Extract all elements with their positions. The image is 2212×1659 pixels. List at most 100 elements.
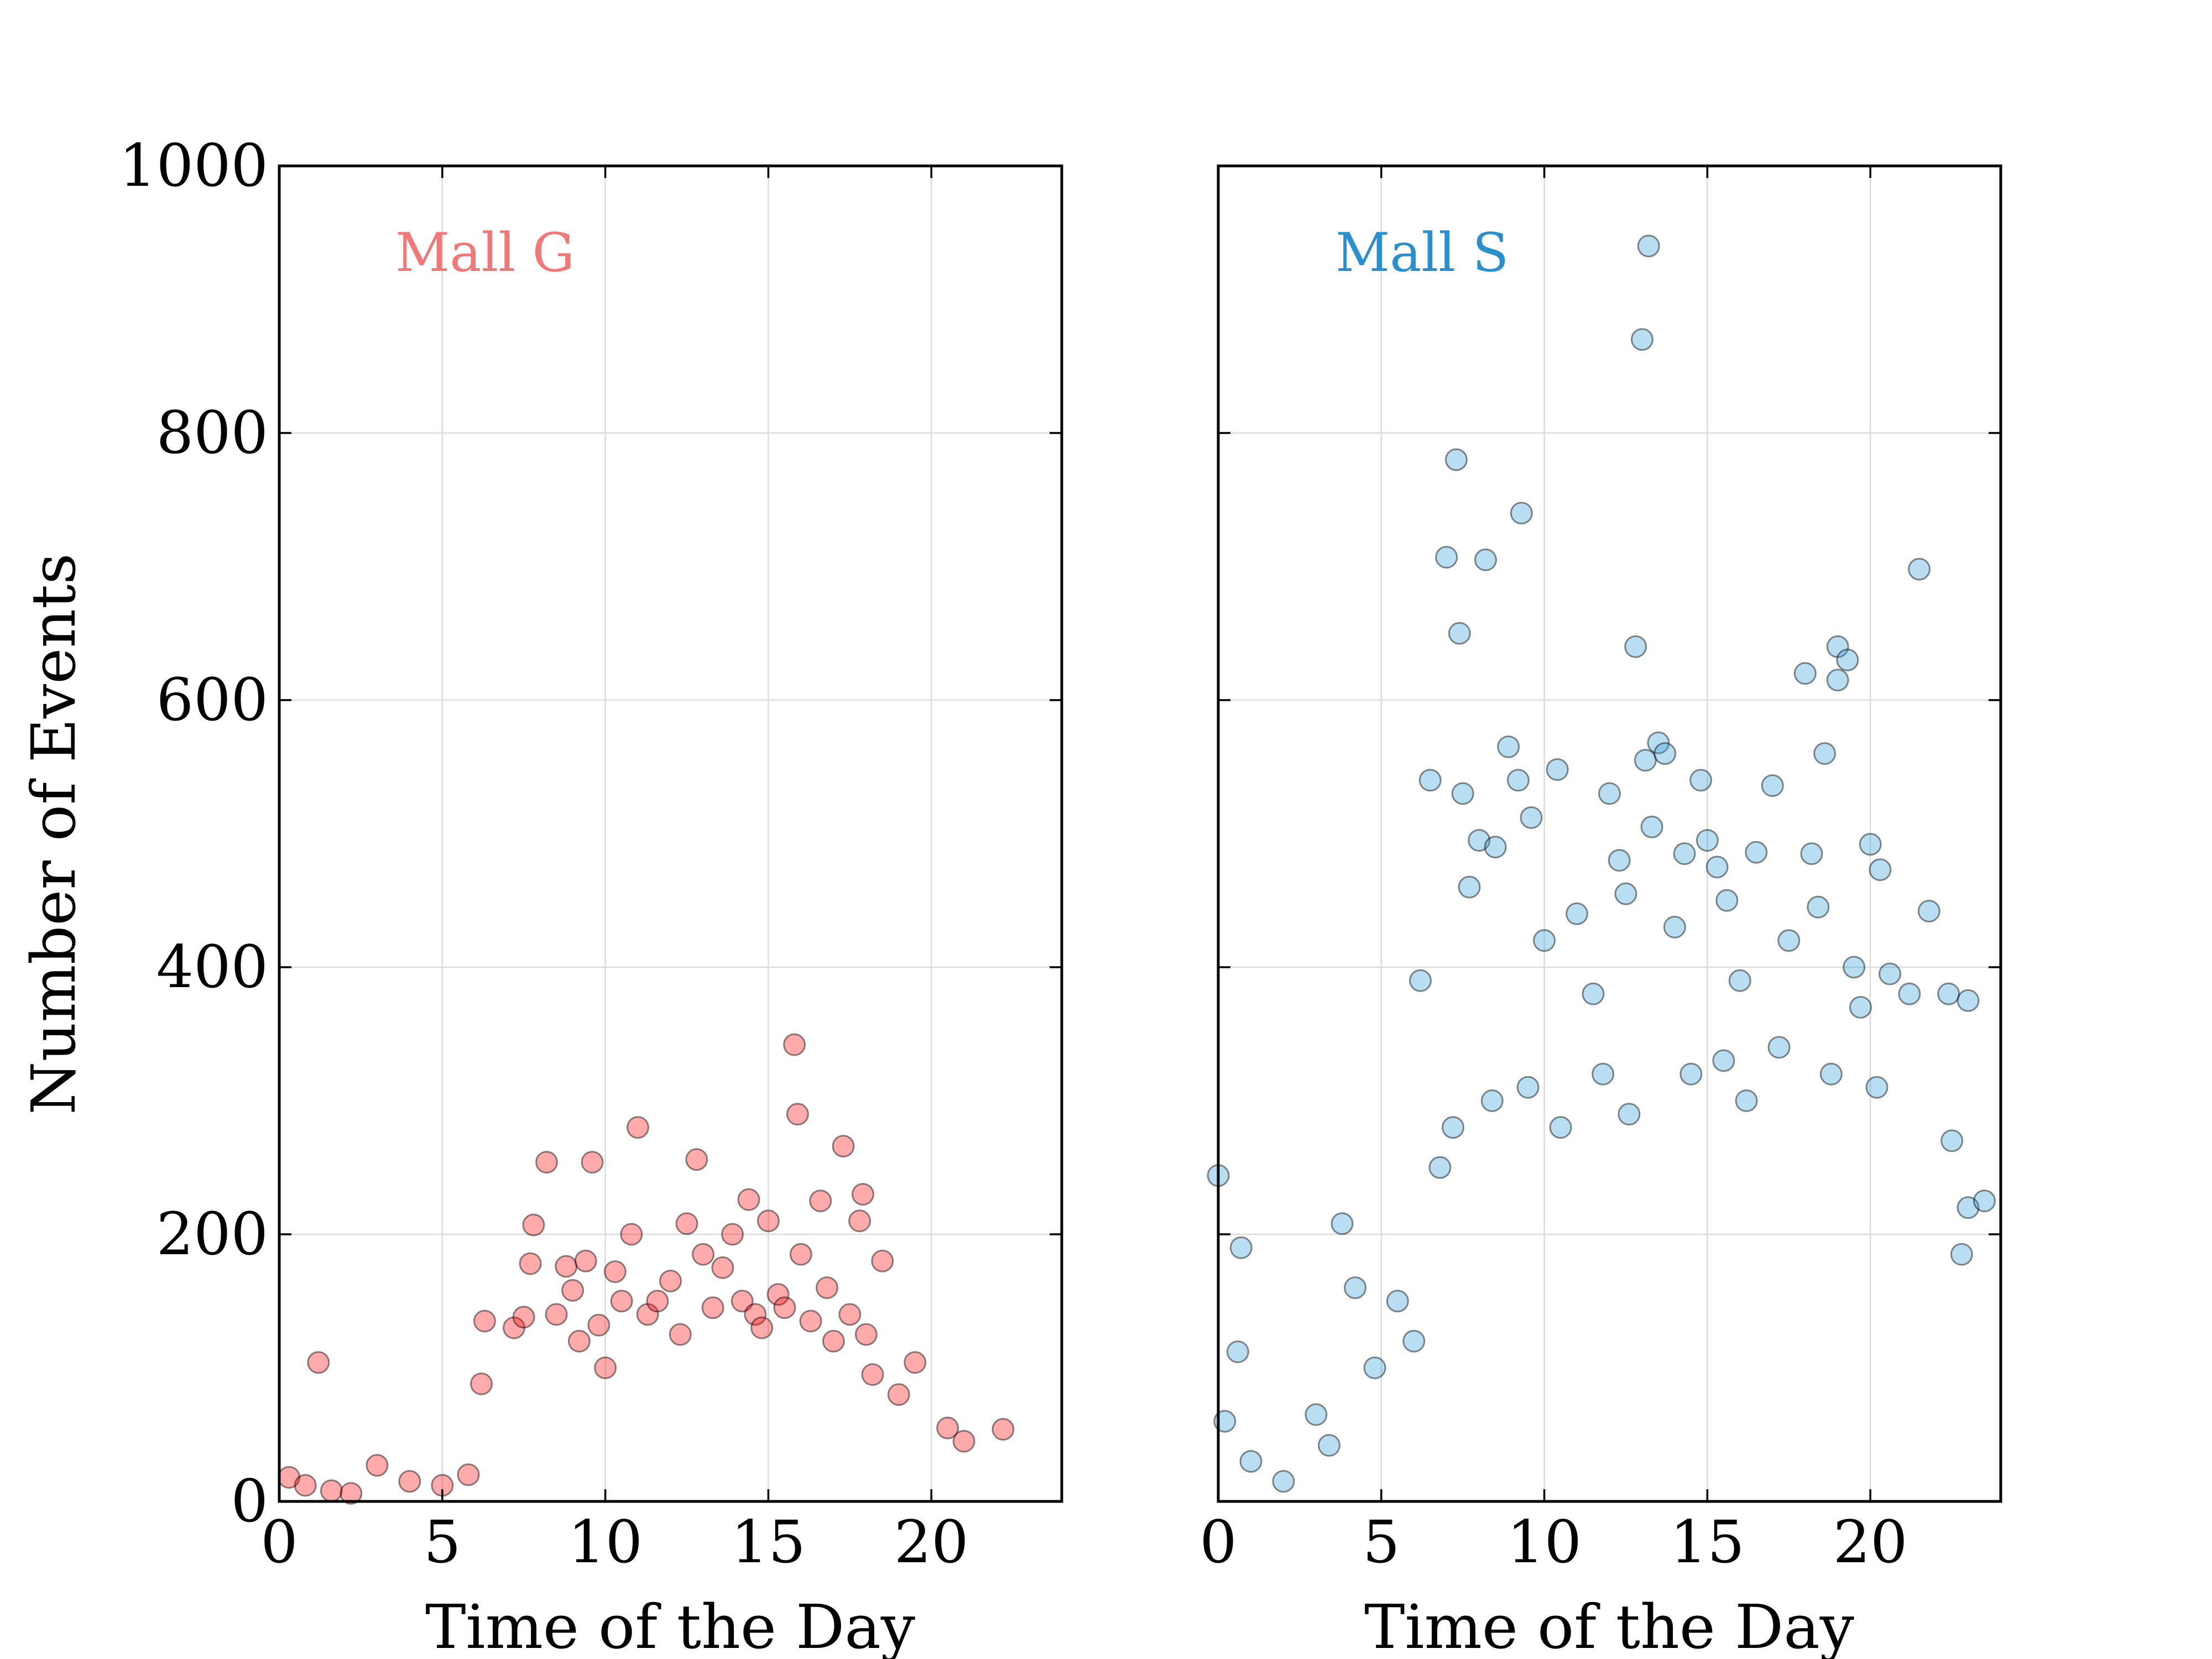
data-point	[799, 1310, 822, 1333]
data-point	[809, 1190, 832, 1213]
data-point	[1800, 842, 1823, 865]
data-point	[470, 1373, 493, 1395]
data-point	[1640, 815, 1663, 838]
data-point	[1917, 900, 1940, 923]
data-point	[1813, 742, 1837, 765]
data-point	[1533, 929, 1556, 952]
panel-mall-g-x-axis-label: Time of the Day	[425, 1592, 915, 1659]
data-point	[669, 1323, 692, 1346]
data-point	[567, 1329, 591, 1353]
data-point	[581, 1151, 604, 1174]
data-point	[737, 1188, 760, 1211]
data-point	[822, 1329, 845, 1353]
data-point	[766, 1283, 790, 1306]
data-point	[685, 1148, 708, 1171]
data-point	[887, 1383, 910, 1406]
data-point	[1705, 855, 1729, 879]
data-point	[1940, 1129, 1964, 1152]
data-point	[701, 1296, 724, 1319]
data-point	[757, 1209, 780, 1233]
data-point	[1448, 622, 1471, 645]
data-point	[1819, 1062, 1843, 1086]
data-point	[457, 1463, 480, 1486]
data-point	[398, 1470, 421, 1493]
data-point	[307, 1351, 330, 1374]
data-point	[1849, 996, 1872, 1019]
data-point	[320, 1479, 343, 1503]
data-point	[587, 1313, 611, 1337]
data-point	[1715, 889, 1739, 912]
data-point	[1435, 546, 1458, 569]
data-point	[555, 1255, 578, 1278]
data-point	[1793, 662, 1817, 685]
data-point	[816, 1276, 838, 1300]
data-point	[503, 1316, 525, 1339]
data-point	[1598, 782, 1621, 805]
data-point	[294, 1474, 317, 1497]
data-point	[851, 1183, 874, 1206]
data-point	[1631, 328, 1653, 351]
data-point	[1549, 1116, 1572, 1139]
y-tick-label: 400	[156, 933, 268, 1001]
data-point	[1826, 669, 1849, 692]
data-point	[838, 1303, 862, 1326]
data-point	[1386, 1290, 1409, 1313]
panel-mall-s-title: Mall S	[1335, 222, 1509, 284]
data-point	[1484, 836, 1507, 859]
y-tick-label: 200	[156, 1200, 268, 1268]
data-point	[535, 1151, 558, 1174]
x-tick-label: 15	[731, 1508, 806, 1576]
x-tick-label: 5	[1363, 1508, 1400, 1576]
data-point	[1807, 895, 1830, 919]
data-point	[1634, 749, 1657, 772]
data-point	[620, 1223, 643, 1246]
data-point	[561, 1279, 585, 1302]
x-tick-label: 10	[568, 1508, 643, 1576]
data-point	[1516, 1076, 1540, 1099]
data-point	[952, 1430, 975, 1453]
data-point	[1767, 1036, 1791, 1059]
data-point	[1695, 829, 1719, 852]
data-point	[1973, 1190, 1996, 1213]
data-point	[1745, 841, 1768, 864]
data-point	[519, 1252, 542, 1275]
data-point	[1546, 758, 1569, 781]
data-point	[675, 1212, 698, 1235]
panel-mall-s-points	[1207, 234, 1996, 1493]
data-point	[1950, 1243, 1973, 1266]
data-point	[1510, 502, 1533, 525]
data-point	[1458, 875, 1481, 899]
x-tick-label: 20	[1833, 1508, 1908, 1576]
data-point	[1777, 929, 1801, 952]
data-point	[786, 1103, 809, 1126]
data-point	[340, 1482, 363, 1505]
y-tick-label: 800	[156, 399, 268, 467]
data-point	[1566, 902, 1588, 925]
data-point	[1937, 982, 1960, 1005]
panel-mall-g-frame	[278, 164, 1063, 1503]
panel-mall-g-title: Mall G	[395, 222, 575, 284]
data-point	[1879, 962, 1901, 985]
data-point	[1451, 782, 1474, 805]
data-point	[1442, 1116, 1464, 1139]
data-point	[659, 1270, 682, 1292]
data-point	[1402, 1329, 1426, 1353]
data-point	[473, 1310, 496, 1333]
panel-mall-s-x-axis-label: Time of the Day	[1364, 1592, 1854, 1659]
data-point	[1735, 1089, 1758, 1112]
data-point	[1229, 1236, 1253, 1259]
x-tick-label: 5	[424, 1508, 461, 1576]
data-point	[832, 1135, 855, 1158]
data-point	[1761, 774, 1784, 797]
data-point	[1673, 842, 1696, 865]
data-point	[1474, 548, 1497, 571]
y-axis-label: Number of Events	[18, 553, 89, 1114]
data-point	[1618, 1103, 1641, 1126]
data-point	[1869, 858, 1892, 881]
y-tick-label: 1000	[119, 132, 268, 200]
data-point	[646, 1290, 669, 1313]
data-point	[1663, 916, 1686, 938]
data-point	[1520, 806, 1543, 829]
data-point	[1305, 1403, 1328, 1426]
data-point	[692, 1243, 714, 1266]
